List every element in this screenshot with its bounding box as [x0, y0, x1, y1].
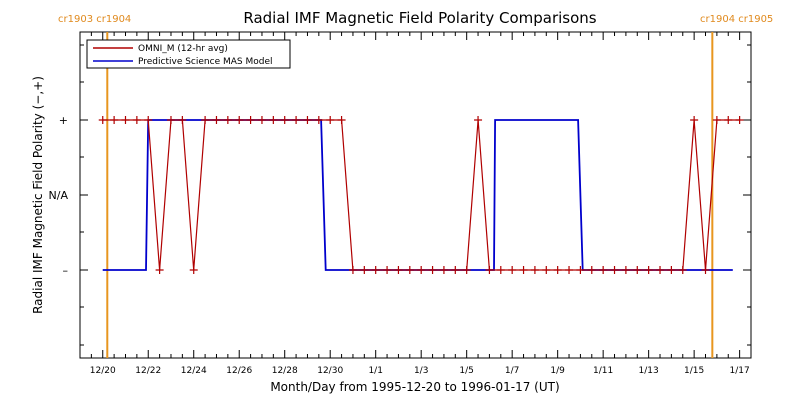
- omni-point: [599, 266, 608, 274]
- omni-point: [269, 116, 278, 124]
- omni-point: [348, 266, 357, 274]
- carrington-label-left: cr1903 cr1904: [58, 14, 131, 25]
- omni-point: [678, 266, 687, 274]
- omni-point: [144, 116, 153, 124]
- y-tick-label: +: [59, 114, 68, 127]
- omni-point: [610, 266, 619, 274]
- omni-point: [644, 266, 653, 274]
- omni-point: [166, 116, 175, 124]
- omni-point: [394, 266, 403, 274]
- omni-point: [587, 266, 596, 274]
- omni-point: [633, 266, 642, 274]
- x-tick-label: 1/15: [684, 366, 704, 376]
- omni-point: [474, 116, 483, 124]
- omni-point: [462, 266, 471, 274]
- omni-point: [667, 266, 676, 274]
- omni-point: [428, 266, 437, 274]
- omni-point: [496, 266, 505, 274]
- omni-point: [155, 266, 164, 274]
- omni-point: [337, 116, 346, 124]
- omni-point: [201, 116, 210, 124]
- omni-point: [417, 266, 426, 274]
- omni-point: [326, 116, 335, 124]
- legend-label-mas: Predictive Science MAS Model: [138, 57, 273, 67]
- y-axis-ticks: + N/A –: [49, 44, 751, 346]
- y-tick-label: –: [63, 264, 69, 277]
- omni-point: [360, 266, 369, 274]
- y-tick-label: N/A: [49, 189, 69, 202]
- omni-point: [553, 266, 562, 274]
- legend-box: [86, 39, 291, 69]
- omni-point: [508, 266, 517, 274]
- omni-point: [189, 266, 198, 274]
- x-tick-label: 1/17: [730, 366, 750, 376]
- x-tick-label: 12/20: [90, 366, 116, 376]
- x-tick-label: 12/28: [272, 366, 298, 376]
- x-tick-label: 12/26: [226, 366, 252, 376]
- omni-point: [303, 116, 312, 124]
- omni-point: [371, 266, 380, 274]
- omni-point: [690, 116, 699, 124]
- omni-point: [576, 266, 585, 274]
- omni-point: [724, 116, 733, 124]
- legend: OMNI_M (12-hr avg) Predictive Science MA…: [86, 39, 291, 69]
- omni-point: [701, 266, 710, 274]
- omni-point: [712, 116, 721, 124]
- omni-point: [178, 116, 187, 124]
- omni-point: [314, 116, 323, 124]
- chart-title: Radial IMF Magnetic Field Polarity Compa…: [243, 9, 596, 27]
- y-axis-label: Radial IMF Magnetic Field Polarity (−,+): [31, 76, 45, 314]
- omni-point: [280, 116, 289, 124]
- omni-point: [735, 116, 744, 124]
- x-tick-label: 1/1: [368, 366, 382, 376]
- carrington-markers: [106, 32, 714, 358]
- series-mas-model: [102, 119, 733, 271]
- x-tick-label: 1/13: [639, 366, 659, 376]
- carrington-label-right: cr1904 cr1905: [700, 14, 773, 25]
- omni-point: [621, 266, 630, 274]
- omni-point: [292, 116, 301, 124]
- series-omni-m: [98, 116, 744, 274]
- omni-point: [451, 266, 460, 274]
- omni-point: [565, 266, 574, 274]
- x-tick-label: 1/9: [550, 366, 565, 376]
- omni-point: [485, 266, 494, 274]
- mas-line: [102, 119, 733, 271]
- omni-point: [246, 116, 255, 124]
- x-axis-label: Month/Day from 1995-12-20 to 1996-01-17 …: [270, 380, 559, 394]
- omni-point: [542, 266, 551, 274]
- omni-point: [212, 116, 221, 124]
- x-tick-label: 12/24: [181, 366, 207, 376]
- omni-line: [102, 119, 740, 271]
- omni-point: [235, 116, 244, 124]
- omni-point: [132, 116, 141, 124]
- omni-point: [439, 266, 448, 274]
- x-tick-label: 1/11: [593, 366, 613, 376]
- x-tick-label: 1/5: [459, 366, 473, 376]
- omni-point: [257, 116, 266, 124]
- x-tick-label: 1/7: [505, 366, 519, 376]
- omni-point: [530, 266, 539, 274]
- x-tick-label: 12/22: [135, 366, 161, 376]
- omni-point: [121, 116, 130, 124]
- omni-point: [405, 266, 414, 274]
- omni-point: [98, 116, 107, 124]
- omni-point: [383, 266, 392, 274]
- omni-point: [110, 116, 119, 124]
- x-tick-label: 12/30: [317, 366, 343, 376]
- omni-point: [656, 266, 665, 274]
- omni-point: [519, 266, 528, 274]
- plot-frame: [79, 31, 752, 359]
- x-axis-ticks: 12/20 12/22 12/24 12/26 12/28 12/30 1/1 1/3 1/5 1…: [90, 32, 752, 376]
- legend-label-omni: OMNI_M (12-hr avg): [138, 44, 228, 54]
- omni-point: [223, 116, 232, 124]
- x-tick-label: 1/3: [414, 366, 428, 376]
